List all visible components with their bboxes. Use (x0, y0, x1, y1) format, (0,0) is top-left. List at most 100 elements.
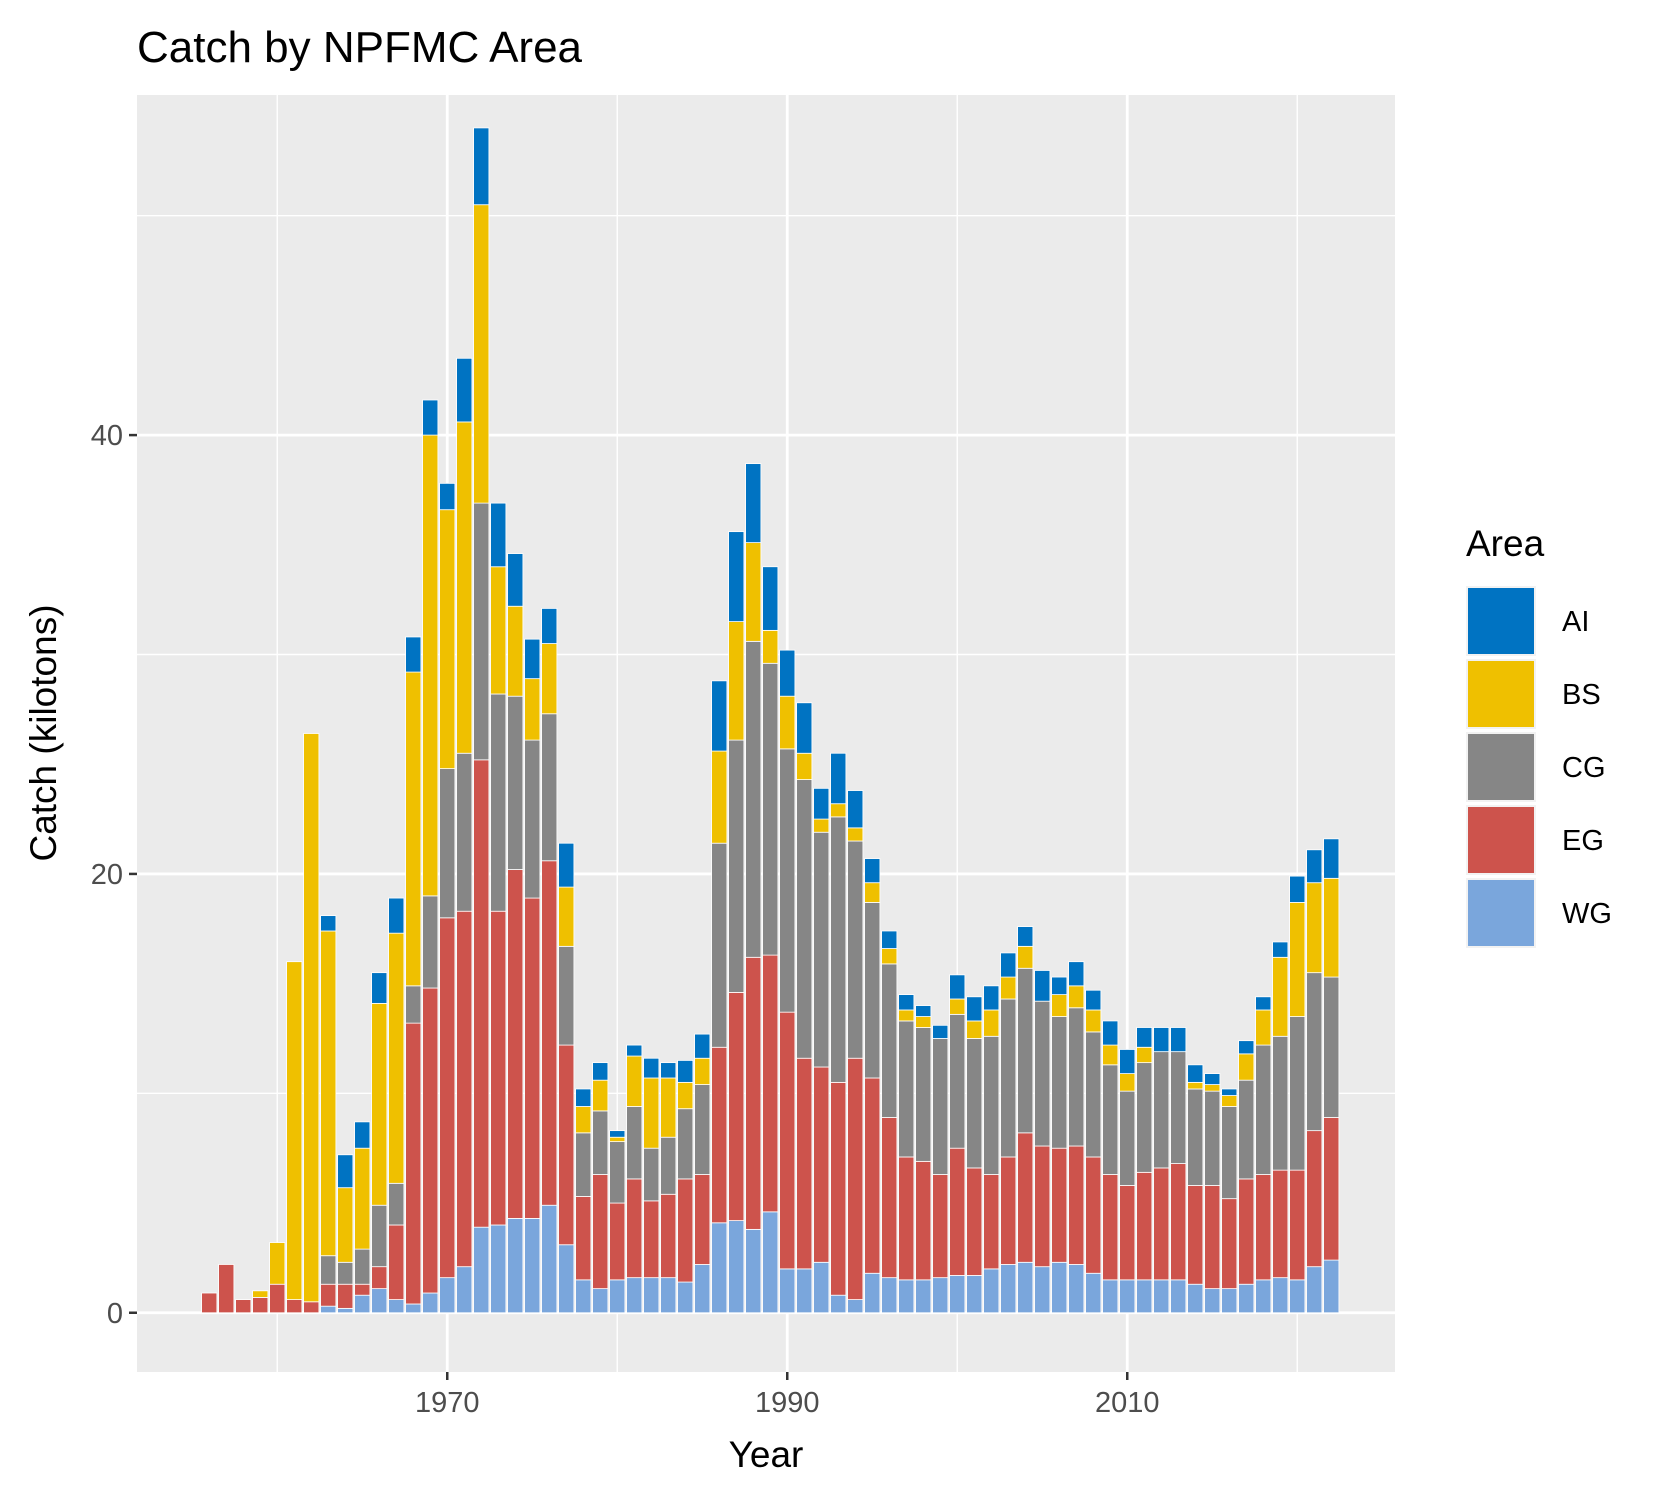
bar-ai-1966 (371, 972, 388, 1004)
bar-wg-2008 (1085, 1272, 1102, 1314)
bar-bs-2007 (1068, 985, 1085, 1009)
bar-bs-1973 (490, 566, 507, 695)
bar-eg-1989 (762, 954, 779, 1213)
bar-eg-2009 (1102, 1174, 1119, 1281)
bar-wg-1977 (558, 1244, 575, 1314)
bar-bs-1983 (660, 1077, 677, 1138)
bar-cg-2022 (1323, 976, 1340, 1118)
bar-ai-1972 (473, 127, 490, 206)
bar-eg-1985 (694, 1174, 711, 1265)
bar-ai-1974 (507, 553, 524, 607)
bar-eg-2011 (1136, 1171, 1153, 1281)
bar-cg-1965 (354, 1248, 371, 1285)
bar-eg-1982 (643, 1200, 660, 1279)
bar-eg-2002 (983, 1174, 1000, 1270)
bar-bs-2010 (1119, 1073, 1136, 1092)
bar-ai-1968 (405, 636, 422, 673)
legend-swatch-bs (1468, 661, 1534, 727)
bar-bs-1972 (473, 204, 490, 504)
bar-eg-1994 (847, 1057, 864, 1300)
bar-wg-1973 (490, 1224, 507, 1314)
bar-cg-1985 (694, 1084, 711, 1175)
bar-wg-2016 (1221, 1288, 1238, 1314)
bar-cg-2011 (1136, 1062, 1153, 1173)
bar-eg-1991 (796, 1057, 813, 1270)
bar-ai-1991 (796, 702, 813, 754)
bar-eg-1972 (473, 759, 490, 1228)
bar-bs-2003 (1000, 976, 1017, 1000)
bar-bs-1960 (269, 1242, 286, 1285)
bar-ai-1967 (388, 897, 405, 934)
bar-bs-1966 (371, 1002, 388, 1206)
bar-eg-1961 (286, 1299, 303, 1314)
bar-eg-1978 (575, 1196, 592, 1281)
legend-label-wg: WG (1562, 898, 1612, 930)
bar-cg-2000 (949, 1013, 966, 1149)
bar-wg-2015 (1204, 1288, 1221, 1314)
bar-eg-1993 (830, 1081, 847, 1296)
bar-bs-1985 (694, 1057, 711, 1085)
bar-eg-1964 (337, 1283, 354, 1309)
bar-ai-2004 (1017, 926, 1034, 947)
x-axis-label: Year (729, 1434, 804, 1475)
bar-ai-1988 (745, 463, 762, 544)
bar-bs-1971 (456, 421, 473, 754)
bar-ai-1987 (728, 531, 745, 622)
bar-wg-1999 (932, 1277, 949, 1314)
bar-eg-1981 (626, 1178, 643, 1279)
bar-bs-1981 (626, 1055, 643, 1107)
bar-ai-2009 (1102, 1020, 1119, 1046)
bar-ai-1986 (711, 680, 728, 752)
bar-wg-1983 (660, 1277, 677, 1314)
x-tick-label: 2010 (1095, 1387, 1160, 1419)
bar-eg-1956 (201, 1292, 218, 1314)
bar-ai-1978 (575, 1088, 592, 1107)
bar-bs-2014 (1187, 1081, 1204, 1090)
y-tick-label: 40 (91, 420, 123, 452)
bar-cg-2019 (1272, 1035, 1289, 1171)
bar-ai-2003 (1000, 952, 1017, 978)
bar-wg-1981 (626, 1277, 643, 1314)
bar-cg-1992 (813, 831, 830, 1068)
bar-bs-1996 (881, 948, 898, 965)
bar-wg-2000 (949, 1275, 966, 1314)
bar-eg-2018 (1255, 1174, 1272, 1281)
bar-eg-1970 (439, 917, 456, 1279)
bar-wg-2002 (983, 1268, 1000, 1314)
bar-ai-1971 (456, 357, 473, 423)
bar-bs-2006 (1051, 994, 1068, 1017)
bar-bs-1965 (354, 1147, 371, 1250)
bar-cg-1979 (592, 1110, 609, 1175)
bar-ai-1997 (898, 994, 915, 1011)
bar-eg-1979 (592, 1174, 609, 1290)
bar-ai-1973 (490, 502, 507, 568)
bar-ai-2005 (1034, 970, 1051, 1002)
bar-eg-2007 (1068, 1145, 1085, 1265)
bar-eg-1969 (422, 987, 439, 1294)
bar-ai-2019 (1272, 941, 1289, 958)
bar-bs-1992 (813, 818, 830, 833)
bar-bs-2015 (1204, 1084, 1221, 1092)
bar-cg-1975 (524, 739, 541, 899)
bar-wg-2011 (1136, 1279, 1153, 1314)
legend-title: Area (1466, 523, 1545, 564)
bar-ai-1981 (626, 1044, 643, 1057)
bar-cg-1978 (575, 1132, 592, 1197)
bar-ai-1963 (320, 915, 337, 932)
bar-cg-1997 (898, 1020, 915, 1158)
bar-wg-1974 (507, 1218, 524, 1314)
bar-ai-2015 (1204, 1073, 1221, 1085)
bar-bs-2011 (1136, 1046, 1153, 1064)
bar-bs-1969 (422, 434, 439, 897)
bar-bs-2002 (983, 1009, 1000, 1037)
bar-ai-1996 (881, 930, 898, 949)
bar-bs-1994 (847, 827, 864, 842)
bar-bs-1984 (677, 1081, 694, 1110)
x-tick-label: 1990 (755, 1387, 820, 1419)
bar-wg-1992 (813, 1261, 830, 1314)
bar-wg-2001 (966, 1275, 983, 1314)
legend-swatch-ai (1468, 588, 1534, 654)
bar-bs-1989 (762, 629, 779, 664)
bar-bs-1970 (439, 509, 456, 770)
bar-cg-1986 (711, 842, 728, 1048)
